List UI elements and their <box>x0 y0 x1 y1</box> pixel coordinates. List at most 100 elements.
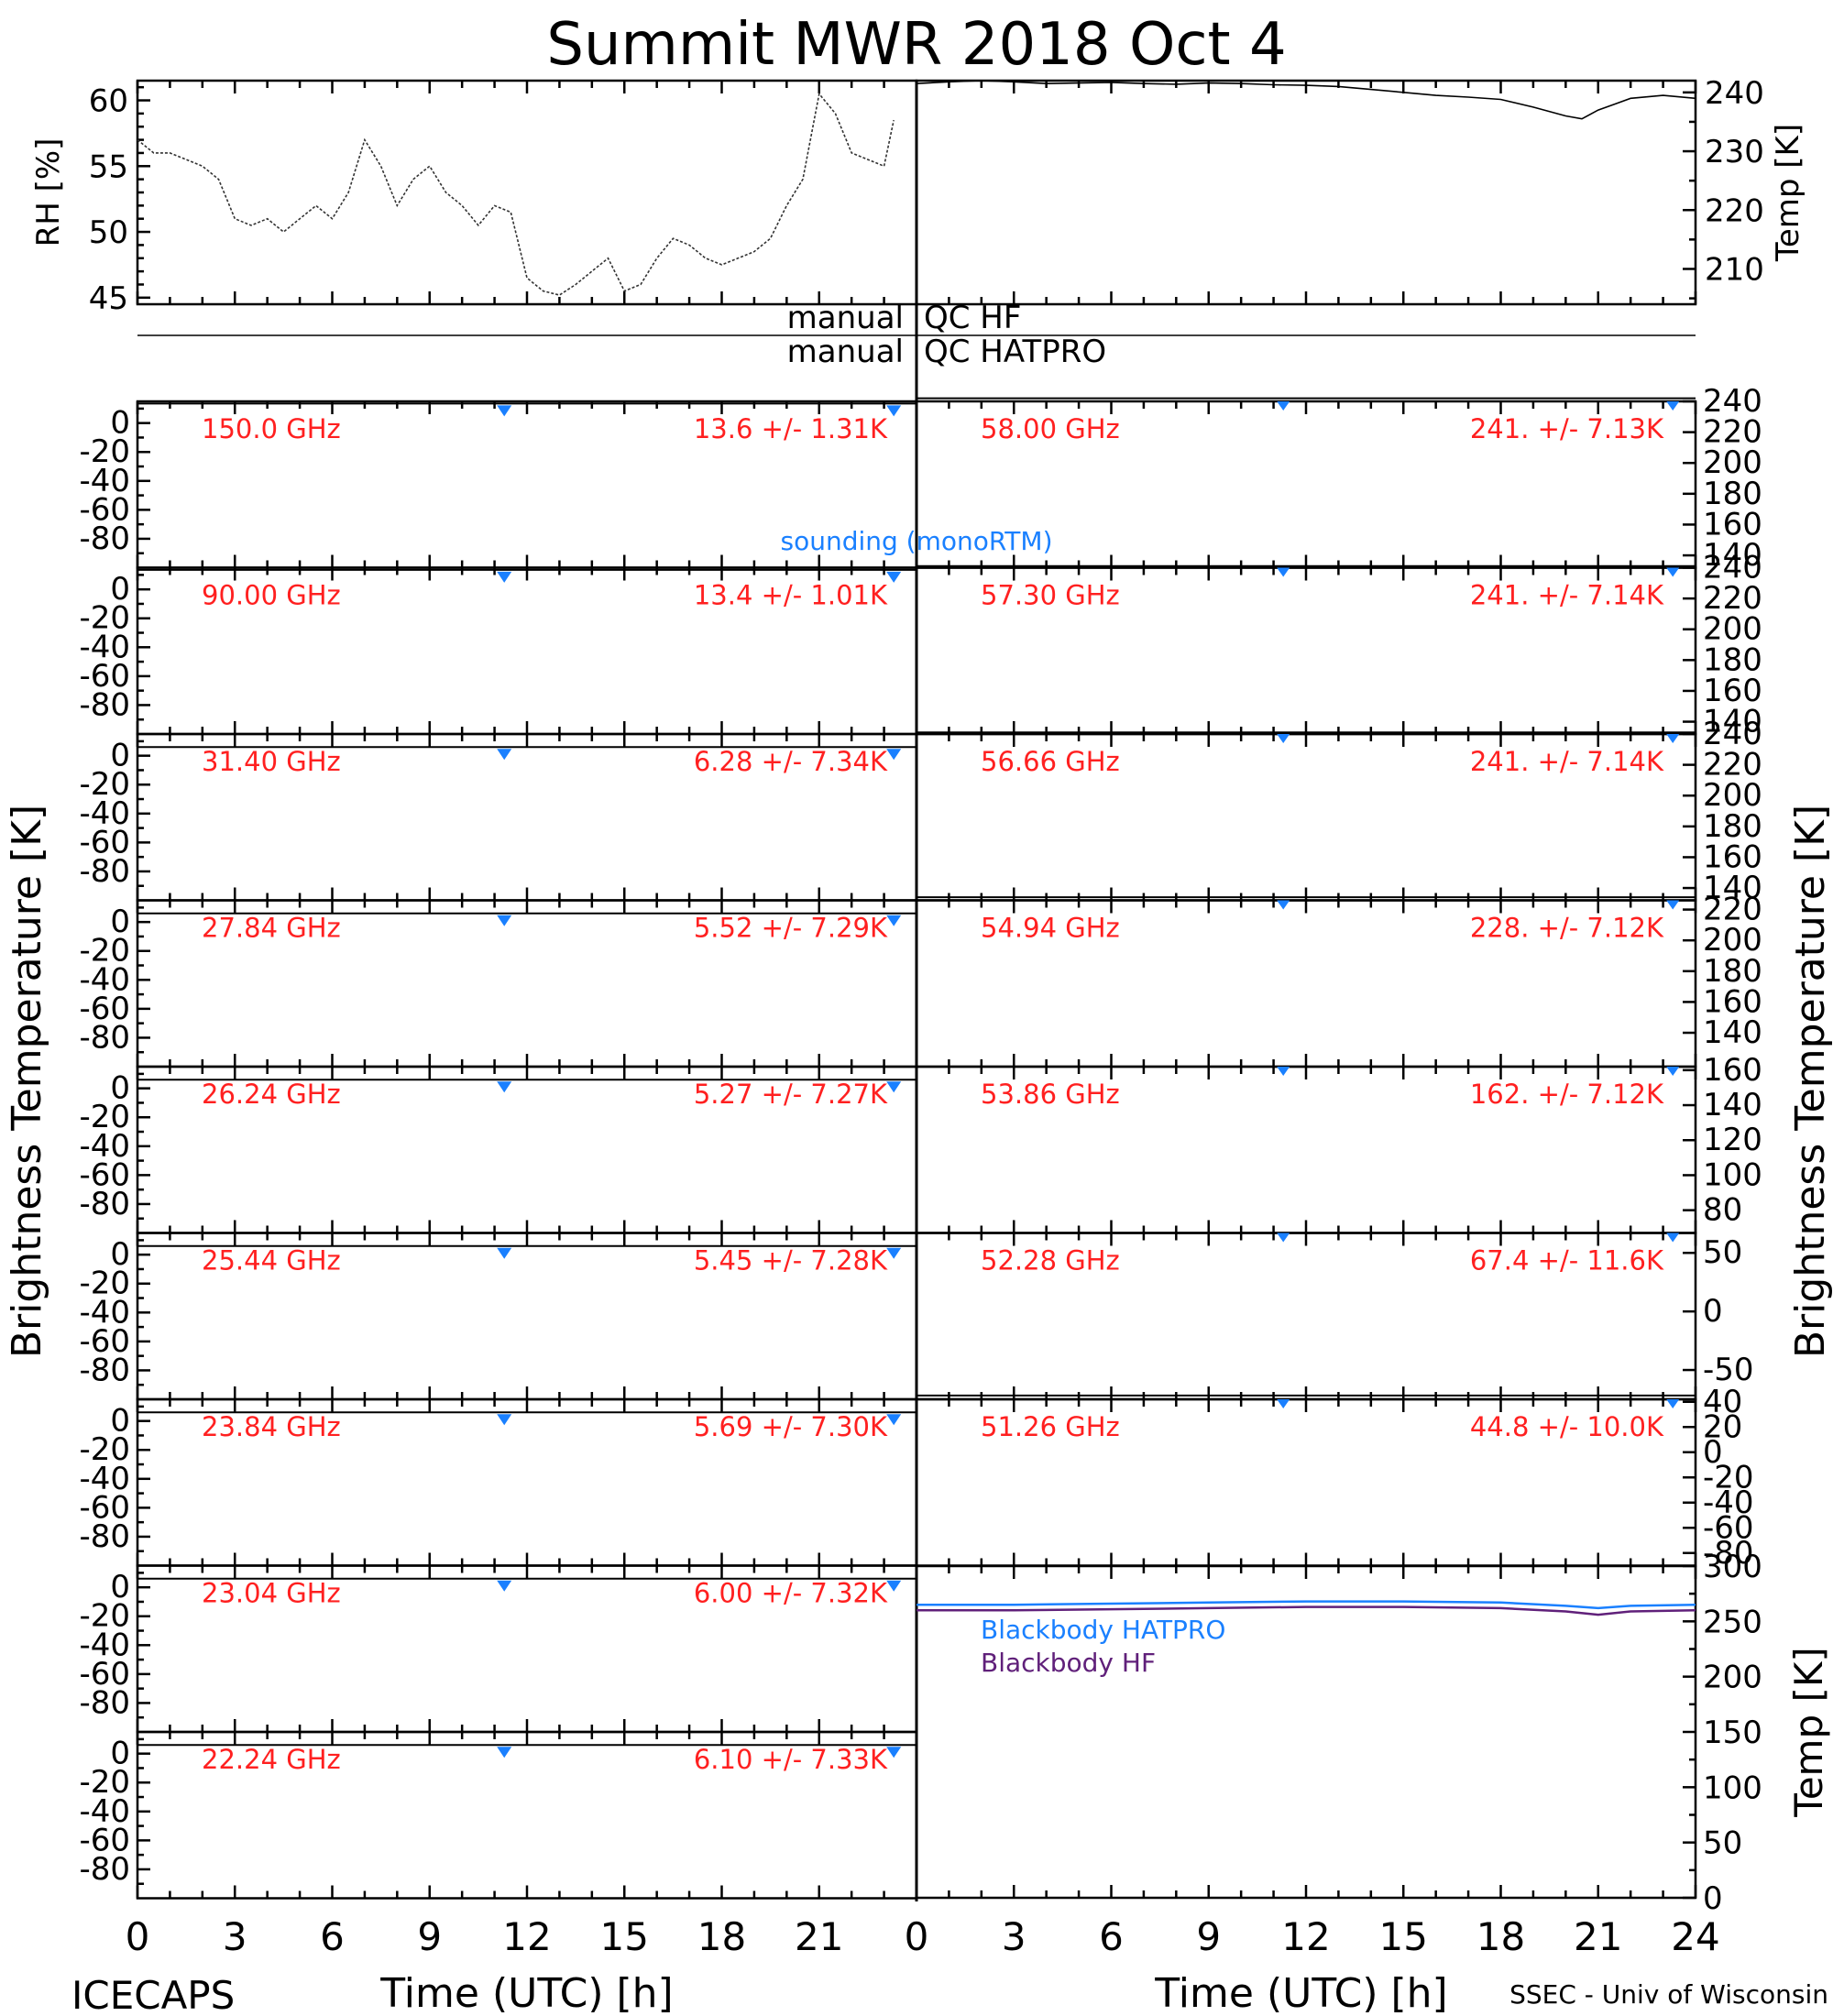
left-y-tick-label: -40 <box>79 1627 130 1663</box>
left-y-tick-label: -60 <box>79 991 130 1027</box>
right-y-tick-label: 220 <box>1703 414 1762 451</box>
left-y-tick-label: -40 <box>79 795 130 832</box>
sounding-marker <box>1277 1399 1290 1408</box>
rh-y-tick-label: 60 <box>89 83 128 120</box>
channel-stats: 6.10 +/- 7.33K <box>694 1744 888 1775</box>
left-y-tick-label: -60 <box>79 1323 130 1360</box>
sounding-marker <box>1666 734 1680 743</box>
channel-label: 53.86 GHz <box>981 1079 1120 1110</box>
right-y-tick-label: 160 <box>1703 506 1762 542</box>
blackbody-series-line <box>916 1600 1696 1610</box>
channel-stats: 5.52 +/- 7.29K <box>694 913 888 944</box>
left-channel-panel: 0-20-40-60-80 27.84 GHz 5.52 +/- 7.29K <box>79 899 918 1068</box>
sounding-marker <box>497 749 512 761</box>
left-y-tick-label: 0 <box>110 571 130 608</box>
right-y-tick-label: 180 <box>1703 808 1762 845</box>
bb-y-tick-label: 50 <box>1703 1825 1742 1862</box>
left-channel-panel: 0-20-40-60-80 23.84 GHz 5.69 +/- 7.30K <box>79 1397 918 1567</box>
bb-y-tick-label: 100 <box>1703 1769 1762 1806</box>
right-y-tick-label: 180 <box>1703 641 1762 678</box>
left-channel-panel: 0-20-40-60-80 25.44 GHz 5.45 +/- 7.28K <box>79 1232 918 1401</box>
sounding-marker <box>497 1247 512 1259</box>
x-tick-label-right: 18 <box>1476 1914 1525 1959</box>
left-y-tick-label: -40 <box>79 1128 130 1165</box>
sounding-marker <box>886 1414 902 1426</box>
x-tick-label-left: 9 <box>417 1914 442 1959</box>
left-y-tick-label: -40 <box>79 1294 130 1331</box>
x-tick-label-right: 9 <box>1196 1914 1221 1959</box>
blackbody-legend-entry: Blackbody HF <box>981 1648 1156 1678</box>
channel-label: 22.24 GHz <box>202 1744 341 1775</box>
right-y-tick-label: 0 <box>1703 1434 1723 1471</box>
footer-left: ICECAPS <box>71 1973 235 2016</box>
x-tick-label-left: 3 <box>223 1914 247 1959</box>
right-y-tick-label: 160 <box>1703 983 1762 1020</box>
right-y-tick-label: 200 <box>1703 611 1762 648</box>
temp-y-tick-label: 210 <box>1705 251 1764 288</box>
sounding-marker <box>1666 1067 1680 1076</box>
channel-stats: 162. +/- 7.12K <box>1470 1079 1664 1110</box>
sounding-marker <box>1277 1067 1290 1076</box>
left-y-tick-label: -80 <box>79 1518 130 1555</box>
left-y-tick-label: -20 <box>79 1598 130 1635</box>
sounding-marker <box>1666 567 1680 577</box>
x-label-left: Time (UTC) [h] <box>379 1970 673 2016</box>
left-y-tick-label: 0 <box>110 904 130 940</box>
channel-label: 51.26 GHz <box>981 1411 1120 1442</box>
left-y-tick-label: 0 <box>110 1236 130 1273</box>
channel-label: 27.84 GHz <box>202 913 341 944</box>
channel-stats: 228. +/- 7.12K <box>1470 913 1664 944</box>
channel-stats: 5.69 +/- 7.30K <box>694 1411 888 1442</box>
right-y-tick-label: 140 <box>1703 704 1762 740</box>
x-tick-label-right: 15 <box>1379 1914 1428 1959</box>
x-tick-label-right: 6 <box>1099 1914 1124 1959</box>
right-y-tick-label: 240 <box>1703 550 1762 586</box>
left-y-tick-label: -60 <box>79 658 130 695</box>
channel-label: 23.04 GHz <box>202 1578 341 1609</box>
sounding-marker <box>1666 1399 1680 1408</box>
channel-stats: 67.4 +/- 11.6K <box>1470 1245 1664 1276</box>
right-y-tick-label: 200 <box>1703 444 1762 481</box>
sounding-marker <box>886 1081 902 1093</box>
channel-stats: 241. +/- 7.14K <box>1470 580 1664 611</box>
temp-frame <box>915 79 1697 306</box>
sounding-marker <box>1277 900 1290 910</box>
channel-label: 150.0 GHz <box>202 413 341 444</box>
left-y-tick-label: -20 <box>79 1099 130 1135</box>
x-tick-label-left: 0 <box>126 1914 150 1959</box>
bb-y-tick-label: 200 <box>1703 1660 1762 1696</box>
left-y-tick-label: -80 <box>79 1352 130 1388</box>
right-y-tick-label: 200 <box>1703 777 1762 814</box>
left-y-tick-label: -40 <box>79 1461 130 1497</box>
left-y-tick-label: -40 <box>79 1793 130 1830</box>
blackbody-series-line <box>916 1605 1696 1616</box>
right-y-tick-label: 200 <box>1703 922 1762 959</box>
channel-label: 26.24 GHz <box>202 1079 341 1110</box>
left-y-tick-label: 0 <box>110 1736 130 1772</box>
channel-stats: 6.28 +/- 7.34K <box>694 746 888 777</box>
x-tick-label-left: 15 <box>600 1914 649 1959</box>
left-y-tick-label: -20 <box>79 766 130 803</box>
bb-y-tick-label: 300 <box>1703 1549 1762 1585</box>
left-y-tick-label: -80 <box>79 1186 130 1222</box>
rh-y-tick-label: 45 <box>89 280 128 317</box>
left-y-tick-label: 0 <box>110 405 130 442</box>
right-y-tick-label: -80 <box>1703 1535 1754 1572</box>
left-y-tick-label: -60 <box>79 824 130 860</box>
channel-stats: 5.45 +/- 7.28K <box>694 1245 888 1276</box>
sounding-marker <box>886 571 902 583</box>
channel-label: 25.44 GHz <box>202 1245 341 1276</box>
x-tick-label-left: 18 <box>697 1914 746 1959</box>
sounding-marker <box>1666 900 1680 910</box>
right-y-tick-label: -40 <box>1703 1485 1754 1521</box>
rh-y-tick-label: 50 <box>89 214 128 251</box>
temp-y-label: Temp [K] <box>1770 124 1806 262</box>
right-y-tick-label: 160 <box>1703 838 1762 875</box>
left-y-tick-label: -60 <box>79 1156 130 1193</box>
channel-label: 54.94 GHz <box>981 913 1120 944</box>
